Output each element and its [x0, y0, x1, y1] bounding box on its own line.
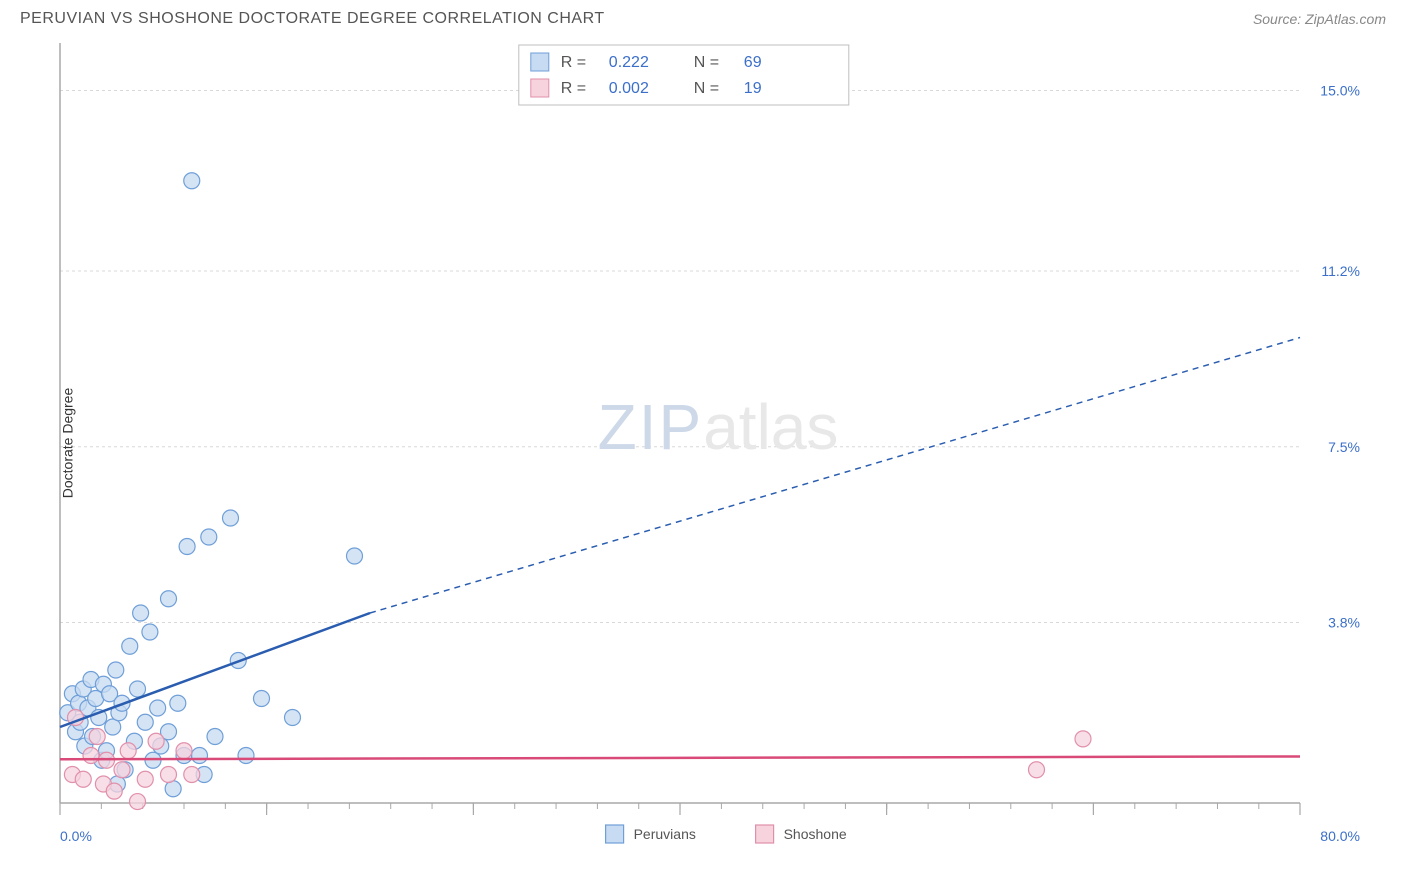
chart-svg: 3.8% 7.5% 11.2% 15.0% 0.0% 80.0% R = 0.222 N = 69…: [50, 33, 1370, 853]
chart-title: PERUVIAN VS SHOSHONE DOCTORATE DEGREE CO…: [20, 10, 605, 28]
svg-text:19: 19: [744, 80, 762, 97]
svg-text:3.8%: 3.8%: [1328, 615, 1360, 631]
chart-source: Source: ZipAtlas.com: [1253, 11, 1386, 27]
svg-text:11.2%: 11.2%: [1321, 263, 1360, 279]
svg-text:7.5%: 7.5%: [1328, 439, 1360, 455]
chart-container: Doctorate Degree ZIPatlas 3.8%7.5%11.2%1…: [50, 33, 1386, 853]
svg-text:Peruvians: Peruvians: [634, 826, 696, 842]
svg-text:69: 69: [744, 54, 762, 71]
svg-text:N =: N =: [694, 54, 719, 71]
y-axis-label: Doctorate Degree: [59, 388, 75, 499]
svg-text:Shoshone: Shoshone: [784, 826, 847, 842]
svg-text:R =: R =: [561, 80, 586, 97]
svg-text:0.0%: 0.0%: [60, 828, 92, 844]
svg-text:0.222: 0.222: [609, 54, 649, 71]
svg-text:R =: R =: [561, 54, 586, 71]
svg-text:0.002: 0.002: [609, 80, 649, 97]
svg-text:80.0%: 80.0%: [1320, 828, 1360, 844]
svg-text:15.0%: 15.0%: [1320, 83, 1360, 99]
svg-text:N =: N =: [694, 80, 719, 97]
